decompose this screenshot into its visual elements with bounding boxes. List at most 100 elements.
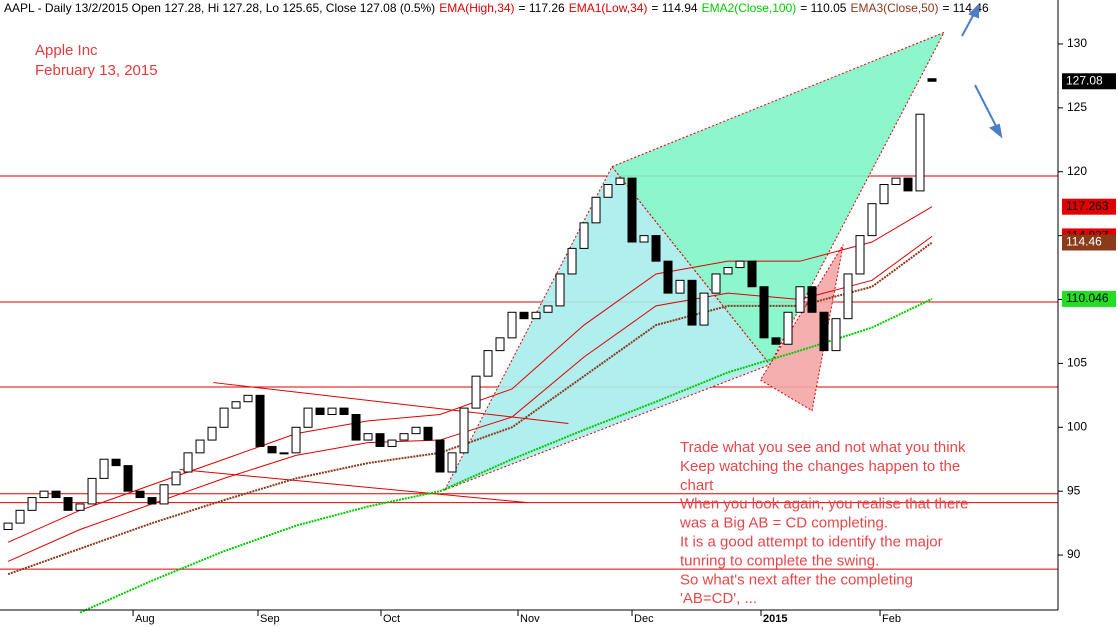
- candle-body: [195, 439, 205, 454]
- price-label: 110.046: [1066, 291, 1109, 305]
- candle-body: [567, 247, 577, 275]
- candle-body: [387, 439, 397, 447]
- candle-body: [639, 235, 649, 243]
- candle-body: [147, 497, 157, 505]
- candle-body: [51, 490, 61, 499]
- annotation: It is a good attempt to identify the maj…: [680, 533, 943, 550]
- last-price-label: 127.08: [1066, 73, 1103, 87]
- candle-body: [87, 477, 97, 505]
- annotation: So what's next after the completing: [680, 571, 913, 588]
- candle-body: [495, 337, 505, 352]
- candle-body: [243, 394, 253, 403]
- candle-body: [123, 465, 133, 492]
- candle-body: [615, 177, 625, 186]
- candle-body: [135, 490, 145, 499]
- candle-body: [303, 407, 313, 428]
- candle-body: [855, 235, 865, 275]
- chart-title: Apple Inc: [35, 42, 98, 59]
- annotation: Keep watching the changes happen to the: [680, 458, 960, 475]
- candle-body: [591, 196, 601, 224]
- x-tick-label: Nov: [520, 613, 540, 625]
- x-tick-label: 2015: [763, 613, 787, 625]
- candle-body: [363, 433, 373, 441]
- candle-body: [327, 407, 337, 416]
- candle-body: [351, 414, 361, 441]
- candle-body: [627, 177, 637, 243]
- candle-body: [279, 452, 289, 455]
- candle-body: [399, 433, 409, 441]
- candle-body: [159, 484, 169, 505]
- plot-area: [0, 31, 1058, 614]
- x-tick-label: Dec: [634, 613, 654, 625]
- candle-body: [675, 279, 685, 294]
- price-label-box: [1062, 234, 1116, 251]
- candle-body: [819, 311, 829, 352]
- candle-body: [795, 286, 805, 313]
- candle-body: [255, 394, 265, 447]
- trendline: [179, 468, 528, 504]
- legend-value: = 114.46: [942, 1, 988, 15]
- candle-body: [879, 184, 889, 205]
- y-tick-label: 120: [1067, 164, 1087, 178]
- candle-body: [507, 311, 517, 339]
- x-tick-label: Oct: [383, 613, 400, 625]
- y-tick-label: 105: [1067, 356, 1087, 370]
- x-tick-label: Sep: [260, 613, 280, 625]
- candle-body: [915, 113, 925, 192]
- legend-name: EMA(High,34): [439, 1, 514, 15]
- candle-body: [291, 426, 301, 454]
- candle-body: [63, 497, 73, 511]
- y-tick-label: 130: [1067, 36, 1087, 50]
- candle-body: [207, 426, 217, 441]
- legend-value: = 114.94: [651, 1, 697, 15]
- candle-body: [267, 445, 277, 454]
- candle-body: [435, 439, 445, 473]
- candle-body: [3, 522, 13, 531]
- harmonic-pattern: [443, 165, 771, 491]
- candle-body: [219, 407, 229, 428]
- candle-body: [687, 279, 697, 326]
- candle-body: [663, 260, 673, 294]
- ema-line: [79, 297, 933, 614]
- annotation: 'AB=CD', ...: [680, 590, 757, 607]
- candle-body: [867, 203, 877, 237]
- last-price-label-box: [1062, 73, 1116, 90]
- y-tick-label: 100: [1067, 419, 1087, 433]
- candle-body: [579, 222, 589, 249]
- candle-body: [375, 433, 385, 447]
- legend-name: EMA1(Low,34): [569, 1, 648, 15]
- candle-body: [15, 509, 25, 524]
- candle-body: [651, 235, 661, 262]
- ema-line: [7, 241, 933, 576]
- annotation: When you look again, you realise that th…: [680, 496, 969, 513]
- candle-body: [447, 452, 457, 473]
- candle-body: [339, 407, 349, 416]
- harmonic-pattern: [611, 31, 946, 366]
- annotation: chart: [680, 477, 714, 494]
- candle-body: [903, 177, 913, 192]
- candle-body: [555, 273, 565, 307]
- legend-name: EMA3(Close,50): [850, 1, 938, 15]
- trendline: [213, 382, 569, 424]
- chart-subtitle: February 13, 2015: [35, 62, 158, 79]
- candle-body: [27, 497, 37, 511]
- legend-value: = 110.05: [800, 1, 846, 15]
- x-tick-label: Feb: [882, 613, 901, 625]
- candle-body: [771, 337, 781, 345]
- header: AAPL - Daily 13/2/2015 Open 127.28, Hi 1…: [4, 1, 989, 15]
- candle-body: [183, 452, 193, 473]
- legend-value: = 117.26: [519, 1, 565, 15]
- candle-body: [111, 458, 121, 467]
- price-label: 114.46: [1066, 235, 1102, 249]
- candle-body: [423, 426, 433, 441]
- candle-body: [723, 267, 733, 275]
- legend-name: EMA2(Close,100): [702, 1, 797, 15]
- y-tick-label: 125: [1067, 100, 1087, 114]
- candle-body: [747, 260, 757, 288]
- candle-body: [807, 286, 817, 313]
- candle-body: [315, 407, 325, 416]
- candle-body: [519, 311, 529, 320]
- candle-body: [483, 350, 493, 377]
- candle-body: [603, 184, 613, 198]
